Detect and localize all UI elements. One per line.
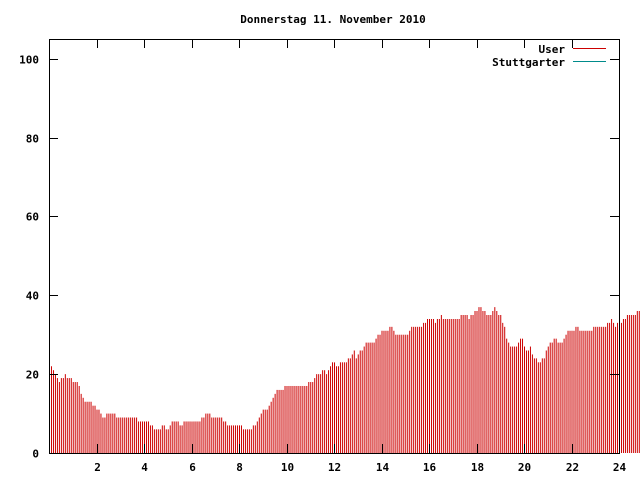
x-tick-label: 14 [376,461,390,474]
chart-title: Donnerstag 11. November 2010 [240,13,425,26]
y-tick-label: 0 [32,448,39,461]
x-tick-label: 20 [518,461,531,474]
x-tick-label: 10 [281,461,294,474]
x-tick-label: 12 [328,461,341,474]
y-tick-label: 80 [26,133,39,146]
x-tick-label: 24 [613,461,627,474]
y-tick-label: 60 [26,211,39,224]
x-tick-label: 8 [236,461,243,474]
x-tick-label: 4 [141,461,148,474]
x-tick-label: 16 [423,461,437,474]
y-tick-label: 20 [26,369,39,382]
x-tick-label: 18 [471,461,484,474]
y-tick-label: 40 [26,290,39,303]
x-tick-label: 22 [566,461,579,474]
x-tick-label: 6 [189,461,196,474]
y-tick-label: 100 [19,54,39,67]
legend-label: User [539,43,566,56]
x-tick-label: 2 [94,461,101,474]
legend-label: Stuttgarter [492,56,565,69]
bars-layer [49,307,640,453]
